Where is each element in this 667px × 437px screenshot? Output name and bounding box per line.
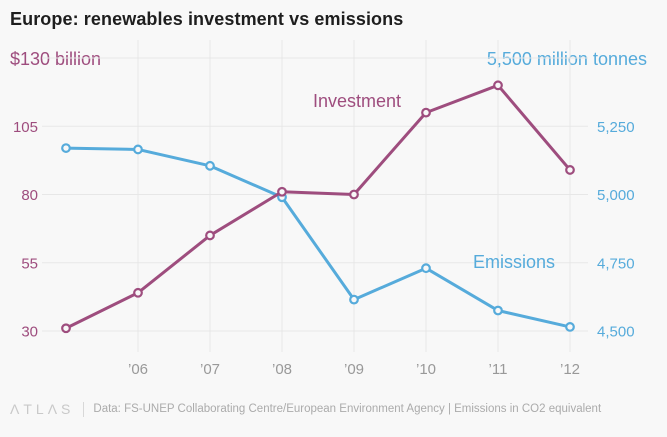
left-axis-header: $130 billion (10, 49, 102, 69)
x-axis-tick-label: ’12 (560, 361, 580, 378)
series-line-emissions (64, 146, 572, 329)
data-point-emissions-2009 (349, 294, 359, 305)
series-label-emissions: Emissions (473, 252, 555, 272)
data-point-emissions-2010 (421, 263, 431, 274)
left-axis-tick-label: 105 (13, 119, 38, 136)
x-axis-tick-label: ’06 (128, 361, 148, 378)
chart-title: Europe: renewables investment vs emissio… (10, 9, 404, 29)
data-point-investment-2009 (349, 189, 359, 200)
data-point-emissions-2011 (493, 305, 503, 316)
data-point-investment-2005 (61, 323, 71, 334)
x-axis-tick-label: ’08 (272, 361, 292, 378)
data-point-investment-2011 (493, 80, 503, 91)
right-axis-tick-label: 4,500 (597, 324, 635, 341)
footer-divider-line (83, 401, 85, 417)
footer: ΛTLΛS Data: FS-UNEP Collaborating Centre… (10, 401, 657, 417)
series-label-investment: Investment (313, 91, 401, 111)
dual-axis-line-chart: 105 80 55 30 5,250 5,000 4,750 4,500 ’06 ’07 ’08 ’0… (13, 40, 635, 378)
data-point-investment-2008 (277, 186, 287, 197)
data-point-investment-2010 (421, 107, 431, 118)
left-axis-tick-label: 30 (21, 324, 38, 341)
x-axis-tick-label: ’11 (489, 361, 508, 378)
atlas-logo: ΛTLΛS (10, 401, 75, 417)
data-point-investment-2006 (133, 287, 143, 298)
right-axis-tick-label: 5,250 (597, 119, 635, 136)
x-axis-tick-label: ’09 (344, 361, 364, 378)
data-point-investment-2012 (565, 165, 575, 175)
series-line-investment (64, 83, 572, 330)
right-axis-tick-label: 5,000 (597, 187, 635, 204)
data-point-emissions-2005 (61, 143, 71, 153)
left-axis-tick-label: 80 (21, 187, 38, 204)
data-source-note: Data: FS-UNEP Collaborating Centre/Europ… (93, 403, 602, 415)
x-axis-tick-label: ’07 (200, 361, 220, 378)
data-point-emissions-2012 (565, 322, 575, 332)
right-axis-tick-label: 4,750 (597, 255, 635, 272)
data-point-investment-2007 (205, 230, 215, 241)
x-axis-tick-label: ’10 (416, 361, 436, 378)
data-point-emissions-2006 (133, 144, 143, 155)
left-axis-tick-label: 55 (21, 255, 38, 272)
right-axis-header: 5,500 million tonnes (486, 49, 647, 69)
data-point-emissions-2007 (205, 160, 215, 171)
